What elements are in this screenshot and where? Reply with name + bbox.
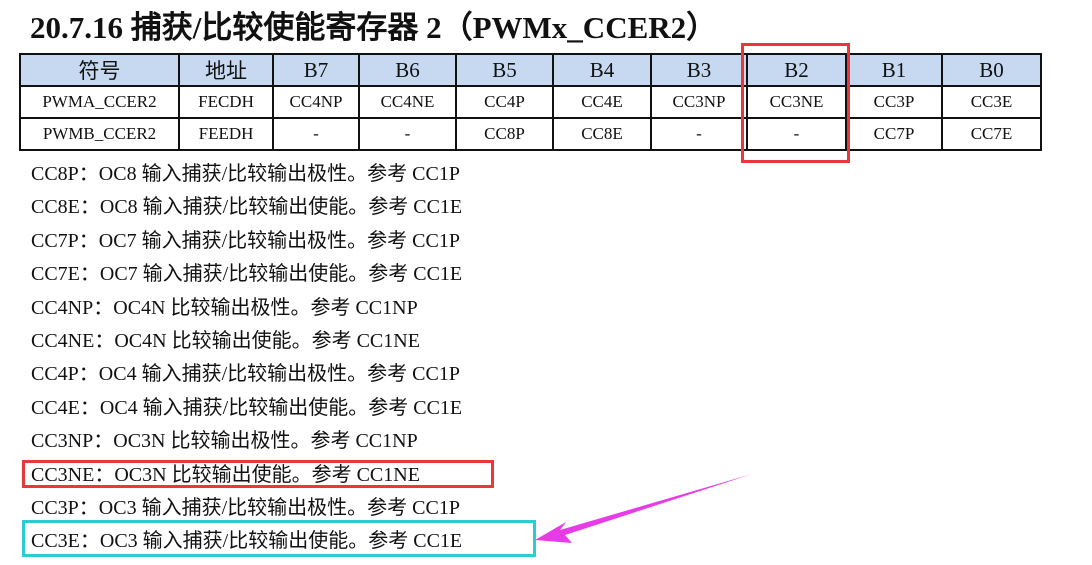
column-header: B7 xyxy=(272,53,360,87)
column-header: 地址 xyxy=(178,53,274,87)
table-cell: CC7P xyxy=(845,117,943,151)
description-line: CC3E：OC3 输入捕获/比较输出使能。参考 CC1E xyxy=(31,530,463,553)
highlight-cc3e-line xyxy=(22,520,536,557)
table-cell: CC4NP xyxy=(272,85,360,119)
description-line: CC4P：OC4 输入捕获/比较输出极性。参考 CC1P xyxy=(31,363,460,386)
description-line: CC8P：OC8 输入捕获/比较输出极性。参考 CC1P xyxy=(31,163,460,185)
table-cell: CC3NE xyxy=(746,85,847,119)
table-cell: - xyxy=(650,117,748,151)
table-cell: PWMB_CCER2 xyxy=(19,117,180,151)
description-line: CC4E：OC4 输入捕获/比较输出使能。参考 CC1E xyxy=(31,396,463,419)
highlight-b2-column xyxy=(741,43,850,163)
table-cell: CC4P xyxy=(455,85,554,119)
column-header: B1 xyxy=(845,53,943,87)
table-cell: FECDH xyxy=(178,85,274,119)
register-table: 符号 地址 B7 B6 B5 B4 B3 B2 B1 B0 PWMA_CCER2 FECDH CC4N… xyxy=(19,53,1042,151)
table-row: PWMA_CCER2 FECDH CC4NP CC4NE CC4P CC4E CC3NP CC… xyxy=(19,85,1042,119)
column-header: B2 xyxy=(746,53,847,87)
table-row: PWMB_CCER2 FEEDH - - CC8P CC8E - - CC7P CC7E xyxy=(19,117,1042,151)
table-cell: CC4E xyxy=(552,85,652,119)
table-cell: FEEDH xyxy=(178,117,274,151)
description-line: CC4NP：OC4N 比较输出极性。参考 CC1NP xyxy=(31,296,418,319)
column-header: B4 xyxy=(552,53,652,87)
highlight-cc3ne-line xyxy=(22,460,494,488)
column-header: B0 xyxy=(941,53,1042,87)
description-line: CC3NE：OC3N 比较输出使能。参考 CC1NE xyxy=(31,463,420,486)
description-line: CC7E：OC7 输入捕获/比较输出使能。参考 CC1E xyxy=(31,263,463,286)
table-cell: CC7E xyxy=(941,117,1042,151)
description-line: CC3NP：OC3N 比较输出极性。参考 CC1NP xyxy=(31,430,418,453)
description-line: CC4NE：OC4N 比较输出使能。参考 CC1NE xyxy=(31,329,420,352)
table-cell: CC4NE xyxy=(358,85,457,119)
column-header: B3 xyxy=(650,53,748,87)
description-line: CC8E：OC8 输入捕获/比较输出使能。参考 CC1E xyxy=(31,196,463,219)
column-header: B5 xyxy=(455,53,554,87)
table-cell: - xyxy=(358,117,457,151)
table-cell: PWMA_CCER2 xyxy=(19,85,180,119)
table-cell: CC8E xyxy=(552,117,652,151)
column-header: 符号 xyxy=(19,53,180,87)
table-cell: - xyxy=(746,117,847,151)
description-line: CC7P：OC7 输入捕获/比较输出极性。参考 CC1P xyxy=(31,229,460,252)
table-cell: CC3E xyxy=(941,85,1042,119)
table-header-row: 符号 地址 B7 B6 B5 B4 B3 B2 B1 B0 xyxy=(19,53,1042,87)
section-title: 20.7.16 捕获/比较使能寄存器 2（PWMx_CCER2） xyxy=(30,10,718,45)
table-cell: CC8P xyxy=(455,117,554,151)
column-header: B6 xyxy=(358,53,457,87)
bit-descriptions: CC8P：OC8 输入捕获/比较输出极性。参考 CC1P CC8E：OC8 输入捕… xyxy=(31,158,462,559)
table-cell: - xyxy=(272,117,360,151)
table-cell: CC3NP xyxy=(650,85,748,119)
table-cell: CC3P xyxy=(845,85,943,119)
description-line: CC3P：OC3 输入捕获/比较输出极性。参考 CC1P xyxy=(31,496,460,519)
